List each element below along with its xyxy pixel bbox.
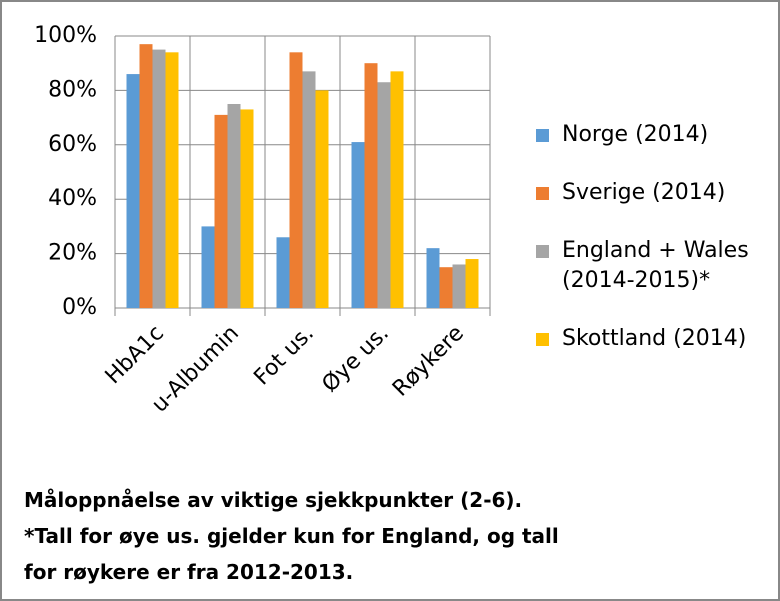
legend-item: Sverige (2014) [536, 178, 752, 208]
bar [315, 90, 329, 309]
bar [302, 71, 316, 308]
bar [390, 71, 404, 308]
bar [126, 74, 140, 308]
annotations: Måloppnåelse av viktige sjekkpunkter (2-… [24, 482, 559, 590]
legend-item: England + Wales (2014-2015)* [536, 236, 752, 296]
bar [227, 104, 241, 308]
y-tick-label: 40% [48, 186, 97, 211]
bar [377, 82, 391, 309]
bar [439, 267, 453, 308]
legend: Norge (2014) Sverige (2014) England + Wale… [536, 120, 766, 382]
y-tick-label: 80% [48, 77, 97, 102]
y-tick-label: 20% [48, 241, 97, 266]
annotation: for røykere er fra 2012-2013. [24, 560, 354, 584]
bar [452, 264, 466, 308]
annotation: Måloppnåelse av viktige sjekkpunkter (2-… [24, 488, 523, 512]
bar [201, 226, 215, 308]
x-tick-label: Øye us. [317, 321, 394, 398]
legend-swatch [536, 333, 549, 346]
legend-label: Norge (2014) [562, 122, 709, 147]
bar [289, 52, 303, 308]
bar [240, 109, 254, 308]
bar [351, 142, 365, 308]
x-tick-label: HbA1c [101, 321, 169, 389]
x-tick-label: Fot us. [249, 321, 319, 391]
bar [364, 63, 378, 309]
legend-swatch [536, 187, 549, 200]
y-tick-label: 100% [34, 23, 97, 48]
bar [426, 248, 440, 308]
bar [165, 52, 179, 308]
legend-swatch [536, 245, 549, 258]
bar [214, 114, 228, 308]
bar [465, 259, 479, 308]
annotation: *Tall for øye us. gjelder kun for Englan… [24, 524, 559, 548]
legend-item: Norge (2014) [536, 120, 752, 150]
legend-item: Skottland (2014) [536, 324, 752, 354]
y-tick-label: 60% [48, 132, 97, 157]
y-tick-label: 0% [62, 295, 97, 320]
legend-swatch [536, 129, 549, 142]
legend-label: Sverige (2014) [562, 180, 726, 205]
x-tick-label: Røykere [388, 321, 469, 402]
legend-label: England + Wales (2014-2015)* [562, 238, 749, 293]
bar [276, 237, 290, 308]
legend-label: Skottland (2014) [562, 326, 747, 351]
bar [152, 49, 166, 308]
bar [139, 44, 153, 308]
